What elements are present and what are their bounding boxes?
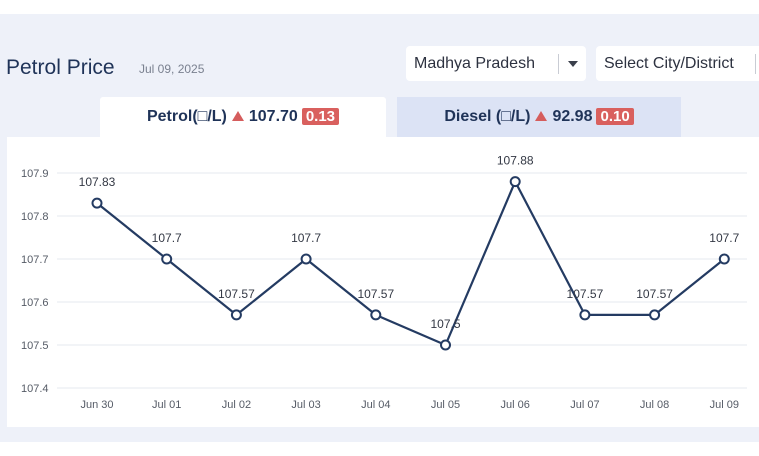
city-select-placeholder: Select City/District: [604, 55, 734, 72]
select-divider: [755, 54, 756, 74]
data-label: 107.88: [497, 154, 534, 168]
price-chart: 107.9 107.8 107.7 107.6 107.5 107.4 Jun 30 Jul …: [7, 137, 759, 427]
data-label: 107.57: [636, 287, 673, 301]
data-label: 107.57: [357, 287, 394, 301]
data-label: 107.57: [567, 287, 604, 301]
y-tick-label: 107.4: [21, 383, 49, 395]
data-label: 107.7: [291, 231, 321, 245]
price-up-icon: [231, 111, 244, 121]
data-point: [230, 309, 242, 321]
data-point: [161, 253, 173, 265]
data-point: [509, 176, 521, 188]
tab-diesel-label: Diesel (□/L): [444, 108, 531, 125]
y-tick-label: 107.9: [21, 168, 49, 180]
x-tick-label: Jul 01: [152, 399, 181, 411]
data-label: 107.7: [152, 231, 182, 245]
data-point: [649, 309, 661, 321]
y-tick-label: 107.8: [21, 211, 49, 223]
data-point: [91, 197, 103, 209]
data-label: 107.5: [430, 317, 460, 331]
x-tick-label: Jul 07: [570, 399, 599, 411]
state-select-value: Madhya Pradesh: [414, 55, 535, 72]
data-point: [370, 309, 382, 321]
y-tick-label: 107.5: [21, 340, 49, 352]
x-tick-label: Jul 08: [640, 399, 669, 411]
tab-petrol-label: Petrol(□/L): [146, 108, 227, 125]
data-label: 107.83: [79, 175, 116, 189]
x-tick-label: Jul 05: [431, 399, 460, 411]
select-divider: [558, 54, 559, 74]
data-point: [579, 309, 591, 321]
city-select[interactable]: Select City/District: [596, 46, 759, 81]
x-tick-label: Jul 03: [291, 399, 320, 411]
page-title: Petrol Price: [6, 56, 115, 79]
tab-petrol[interactable]: Petrol(□/L) 107.70 0.13: [100, 97, 386, 137]
y-tick-label: 107.7: [21, 254, 49, 266]
x-tick-label: Jul 04: [361, 399, 390, 411]
data-label: 107.7: [709, 231, 739, 245]
series-line: [96, 180, 725, 347]
tab-diesel-price: 92.98: [552, 108, 593, 125]
tab-diesel[interactable]: Diesel (□/L) 92.98 0.10: [397, 97, 681, 137]
tab-petrol-change-badge: 0.13: [301, 108, 340, 125]
price-date: Jul 09, 2025: [139, 62, 205, 76]
state-select[interactable]: Madhya Pradesh: [406, 46, 586, 81]
x-tick-label: Jun 30: [80, 399, 113, 411]
price-panel: Petrol Price Jul 09, 2025 Madhya Pradesh…: [0, 14, 759, 442]
line-chart-svg: 107.9 107.8 107.7 107.6 107.5 107.4 Jun 30 Jul …: [21, 154, 747, 411]
data-label: 107.57: [218, 287, 255, 301]
price-up-icon: [535, 111, 548, 121]
y-tick-label: 107.6: [21, 297, 49, 309]
tab-diesel-change-badge: 0.10: [596, 108, 634, 125]
x-tick-label: Jul 09: [710, 399, 739, 411]
x-tick-label: Jul 02: [222, 399, 251, 411]
chevron-down-icon[interactable]: [568, 61, 578, 67]
data-point: [300, 253, 312, 265]
tab-petrol-price: 107.70: [248, 108, 298, 125]
data-point: [718, 253, 730, 265]
data-point: [440, 339, 451, 351]
top-strip: [0, 0, 759, 14]
x-tick-label: Jul 06: [501, 399, 530, 411]
